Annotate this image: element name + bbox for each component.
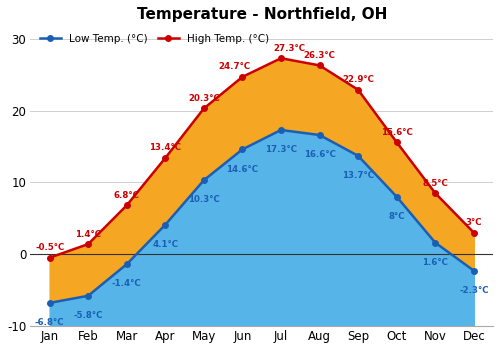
Text: 27.3°C: 27.3°C [274, 44, 306, 52]
Text: 3°C: 3°C [466, 218, 482, 227]
High Temp. (°C) [124, 203, 130, 208]
Text: 8°C: 8°C [388, 212, 405, 221]
High Temp. (°C) [278, 56, 284, 60]
Low Temp. (°C) [85, 294, 91, 298]
Low Temp. (°C) [355, 154, 361, 158]
Text: 22.9°C: 22.9°C [342, 75, 374, 84]
High Temp. (°C) [432, 191, 438, 195]
High Temp. (°C) [471, 231, 477, 235]
Low Temp. (°C) [46, 301, 52, 305]
Low Temp. (°C) [201, 178, 207, 182]
Text: -0.5°C: -0.5°C [35, 243, 64, 252]
Title: Temperature - Northfield, OH: Temperature - Northfield, OH [136, 7, 387, 22]
Text: 4.1°C: 4.1°C [152, 240, 178, 249]
Text: 8.5°C: 8.5°C [422, 178, 448, 188]
Text: -1.4°C: -1.4°C [112, 279, 142, 288]
Low Temp. (°C) [316, 133, 322, 137]
Text: 20.3°C: 20.3°C [188, 94, 220, 103]
Line: High Temp. (°C): High Temp. (°C) [47, 55, 476, 260]
High Temp. (°C) [355, 88, 361, 92]
Low Temp. (°C) [240, 147, 246, 152]
Text: -2.3°C: -2.3°C [459, 286, 488, 295]
Low Temp. (°C) [278, 128, 284, 132]
Text: -6.8°C: -6.8°C [35, 318, 64, 327]
High Temp. (°C) [394, 140, 400, 144]
Low Temp. (°C) [394, 195, 400, 199]
Low Temp. (°C) [124, 262, 130, 266]
Legend: Low Temp. (°C), High Temp. (°C): Low Temp. (°C), High Temp. (°C) [36, 30, 274, 48]
Text: 26.3°C: 26.3°C [304, 51, 336, 60]
Text: 14.6°C: 14.6°C [226, 164, 258, 174]
High Temp. (°C) [162, 156, 168, 160]
Text: 24.7°C: 24.7°C [218, 62, 250, 71]
High Temp. (°C) [240, 75, 246, 79]
Text: 10.3°C: 10.3°C [188, 196, 220, 204]
Text: 13.4°C: 13.4°C [150, 144, 182, 152]
Text: 1.6°C: 1.6°C [422, 258, 448, 267]
Text: 16.6°C: 16.6°C [304, 150, 336, 159]
Low Temp. (°C) [162, 223, 168, 227]
High Temp. (°C) [46, 256, 52, 260]
Text: 13.7°C: 13.7°C [342, 171, 374, 180]
Text: -5.8°C: -5.8°C [74, 311, 103, 320]
Text: 17.3°C: 17.3°C [265, 145, 297, 154]
High Temp. (°C) [201, 106, 207, 111]
Line: Low Temp. (°C): Low Temp. (°C) [47, 127, 476, 306]
Low Temp. (°C) [471, 268, 477, 273]
Text: 1.4°C: 1.4°C [75, 230, 101, 239]
Text: 15.6°C: 15.6°C [381, 128, 412, 136]
High Temp. (°C) [85, 242, 91, 246]
Low Temp. (°C) [432, 240, 438, 245]
High Temp. (°C) [316, 63, 322, 68]
Text: 6.8°C: 6.8°C [114, 191, 140, 200]
